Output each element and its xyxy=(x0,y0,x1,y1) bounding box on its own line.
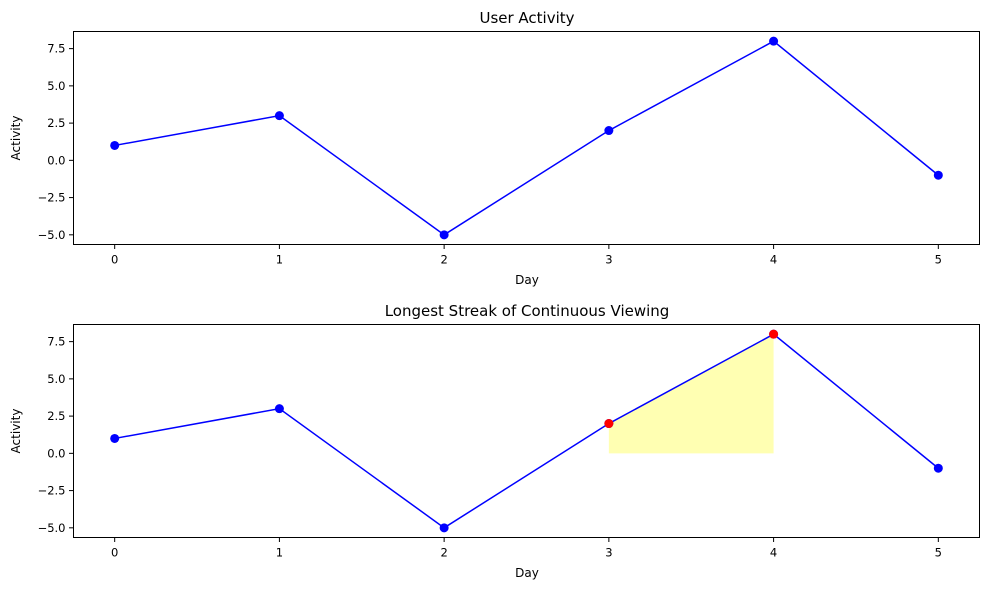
series-line xyxy=(114,333,939,529)
y-tick-label: 5.0 xyxy=(47,372,65,386)
x-tick-label: 0 xyxy=(111,546,118,560)
highlight-point xyxy=(604,419,614,429)
data-point xyxy=(110,140,120,150)
y-tick-label: 0.0 xyxy=(47,446,65,460)
chart-title: User Activity xyxy=(479,9,574,27)
highlight-point xyxy=(769,329,779,339)
x-tick-label: 5 xyxy=(935,546,942,560)
x-axis-label: Day xyxy=(515,566,539,580)
y-tick-label: −2.5 xyxy=(38,484,66,498)
y-tick-label: 5.0 xyxy=(47,79,65,93)
x-tick-label: 4 xyxy=(770,546,777,560)
y-tick-label: 0.0 xyxy=(47,153,65,167)
x-tick-label: 4 xyxy=(770,253,777,267)
x-tick-label: 2 xyxy=(440,253,447,267)
chart-longest-streak: Longest Streak of Continuous Viewing 0 1 2… xyxy=(9,302,980,580)
data-point xyxy=(439,523,449,533)
data-point xyxy=(274,111,284,121)
chart-title: Longest Streak of Continuous Viewing xyxy=(385,302,670,320)
y-tick-label: −5.0 xyxy=(38,228,66,242)
data-point xyxy=(604,126,614,136)
y-axis-label: Activity xyxy=(9,409,23,454)
data-point xyxy=(439,230,449,240)
highlight-fill-area xyxy=(608,334,774,454)
y-tick-label: 7.5 xyxy=(47,335,65,349)
data-point xyxy=(933,170,943,180)
plot-frame xyxy=(73,31,980,245)
chart-user-activity: User Activity 0 1 2 3 4 5 −5.0 −2.5 0.0 2.5 5.0 7.… xyxy=(9,9,980,287)
x-tick-label: 5 xyxy=(935,253,942,267)
y-tick-label: −2.5 xyxy=(38,191,66,205)
plot-frame xyxy=(73,324,980,538)
data-point xyxy=(274,404,284,414)
x-tick-label: 3 xyxy=(605,253,612,267)
x-tick-label: 2 xyxy=(440,546,447,560)
x-tick-label: 1 xyxy=(276,546,283,560)
y-axis-label: Activity xyxy=(9,116,23,161)
series-line xyxy=(114,40,939,236)
data-point xyxy=(933,463,943,473)
x-tick-label: 1 xyxy=(276,253,283,267)
y-tick-label: −5.0 xyxy=(38,521,66,535)
x-axis-label: Day xyxy=(515,273,539,287)
x-tick-label: 0 xyxy=(111,253,118,267)
data-point xyxy=(110,433,120,443)
x-tick-label: 3 xyxy=(605,546,612,560)
y-tick-label: 2.5 xyxy=(47,116,65,130)
y-tick-label: 2.5 xyxy=(47,409,65,423)
data-point xyxy=(769,36,779,46)
y-tick-label: 7.5 xyxy=(47,42,65,56)
